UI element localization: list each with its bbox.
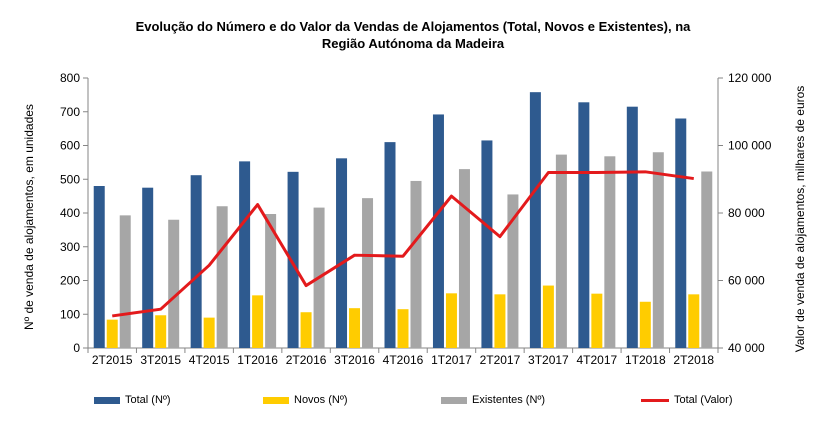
bar-novos-n — [252, 295, 264, 348]
bar-total-n — [287, 171, 299, 348]
bar-novos-n — [542, 285, 554, 348]
legend-label-total: Total (Nº) — [125, 394, 171, 406]
chart-title-line-2: Região Autónoma da Madeira — [321, 36, 505, 51]
bar-existentes-n — [410, 180, 422, 348]
legend-label-novos: Novos (Nº) — [294, 394, 348, 406]
y-tick-label: 600 — [60, 139, 80, 153]
legend-item-novos: Novos (Nº) — [263, 394, 348, 406]
y-tick-label: 100 — [60, 307, 80, 321]
legend-swatch-novos — [263, 396, 289, 404]
bar-novos-n — [349, 308, 361, 348]
bar-total-n — [384, 142, 396, 348]
x-tick-label: 4T2017 — [576, 353, 617, 367]
x-tick-label: 2T2015 — [92, 353, 133, 367]
x-tick-label: 1T2016 — [237, 353, 278, 367]
legend: Total (Nº) Novos (Nº) Existentes (Nº) To… — [0, 394, 826, 414]
bar-novos-n — [445, 293, 457, 348]
y-tick-label: 0 — [73, 341, 80, 355]
bar-total-n — [481, 140, 493, 348]
bar-existentes-n — [701, 171, 713, 348]
x-tick-label: 2T2017 — [480, 353, 521, 367]
x-tick-label: 3T2015 — [140, 353, 181, 367]
line-total-valor — [112, 170, 694, 318]
y2-tick-label: 40 000 — [728, 341, 765, 355]
y-tick-label: 700 — [60, 105, 80, 119]
bar-novos-n — [494, 294, 506, 348]
y-axis-title: Nº de venda de alojamentos, em unidades — [22, 104, 36, 330]
x-tick-label: 4T2015 — [189, 353, 230, 367]
y-tick-label: 800 — [60, 71, 80, 85]
bar-existentes-n — [604, 156, 616, 348]
bar-total-n — [239, 161, 251, 348]
bar-existentes-n — [555, 154, 567, 348]
bar-novos-n — [688, 294, 700, 348]
bar-novos-n — [639, 301, 651, 348]
bar-total-n — [578, 102, 590, 348]
x-tick-label: 3T2017 — [528, 353, 569, 367]
bar-total-n — [675, 118, 687, 348]
legend-swatch-existentes — [441, 396, 467, 404]
x-tick-label: 3T2016 — [334, 353, 375, 367]
x-tick-label: 2T2016 — [286, 353, 327, 367]
bar-novos-n — [106, 319, 118, 348]
bar-total-n — [142, 187, 154, 348]
legend-swatch-total — [94, 396, 120, 404]
bar-existentes-n — [168, 219, 180, 348]
bar-existentes-n — [652, 152, 664, 348]
bar-total-n — [626, 106, 638, 348]
x-tick-label: 2T2018 — [673, 353, 714, 367]
bar-novos-n — [591, 293, 603, 348]
bar-total-n — [336, 158, 348, 348]
y2-tick-label: 120 000 — [728, 71, 772, 85]
bar-total-n — [190, 175, 202, 348]
y2-tick-label: 100 000 — [728, 139, 772, 153]
y-tick-label: 400 — [60, 206, 80, 220]
bar-total-n — [529, 92, 541, 348]
legend-item-total-valor: Total (Valor) — [641, 394, 732, 406]
bar-novos-n — [300, 312, 312, 348]
bar-existentes-n — [119, 215, 131, 348]
y2-tick-label: 60 000 — [728, 274, 765, 288]
bar-existentes-n — [507, 194, 519, 348]
bar-total-n — [432, 114, 444, 348]
legend-line-total-valor — [641, 398, 669, 402]
y-tick-label: 300 — [60, 240, 80, 254]
chart-title-line-1: Evolução do Número e do Valor da Vendas … — [135, 19, 691, 34]
y2-tick-label: 80 000 — [728, 206, 765, 220]
bar-existentes-n — [362, 198, 374, 348]
x-tick-label: 1T2017 — [431, 353, 472, 367]
chart-title: Evolução do Número e do Valor da Vendas … — [0, 18, 826, 52]
bar-existentes-n — [216, 206, 228, 348]
legend-item-total: Total (Nº) — [94, 394, 171, 406]
bar-total-n — [93, 186, 105, 348]
bar-novos-n — [155, 315, 167, 348]
y-tick-label: 200 — [60, 274, 80, 288]
x-tick-label: 4T2016 — [383, 353, 424, 367]
bar-novos-n — [203, 317, 215, 348]
legend-label-existentes: Existentes (Nº) — [472, 394, 546, 406]
legend-item-existentes: Existentes (Nº) — [441, 394, 545, 406]
y2-axis-title: Valor de venda de alojamentos, milhares … — [793, 86, 807, 353]
x-tick-label: 1T2018 — [625, 353, 666, 367]
bar-novos-n — [397, 309, 409, 348]
bar-existentes-n — [458, 169, 470, 348]
bar-existentes-n — [265, 214, 277, 348]
y-tick-label: 500 — [60, 172, 80, 186]
legend-label-total-valor: Total (Valor) — [674, 394, 733, 406]
